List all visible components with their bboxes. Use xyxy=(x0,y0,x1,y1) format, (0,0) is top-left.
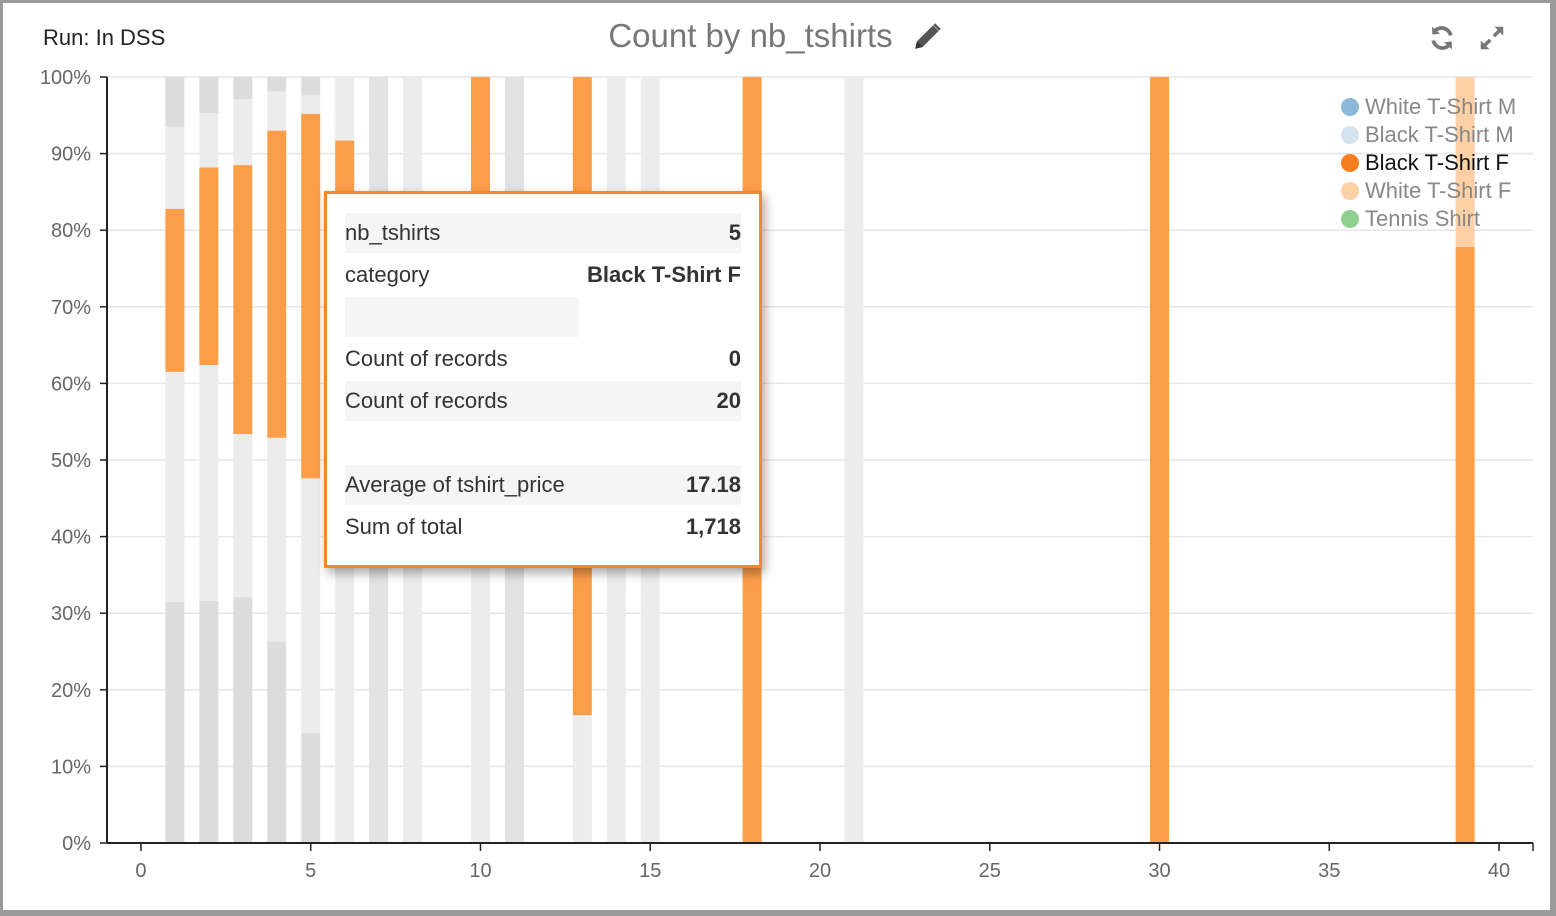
y-tick-label: 90% xyxy=(51,144,91,166)
legend-swatch xyxy=(1341,210,1359,228)
tooltip-label: Average of tshirt_price xyxy=(345,472,565,497)
bar-segment xyxy=(267,91,287,131)
expand-icon[interactable] xyxy=(1477,23,1507,53)
bar-segment xyxy=(199,365,219,601)
bar-segment xyxy=(165,208,185,372)
tooltip-row: Sum of total 1,718 xyxy=(345,507,741,547)
y-tick-label: 20% xyxy=(51,680,91,702)
y-tick-label: 0% xyxy=(62,833,91,855)
bar-segment xyxy=(199,600,219,843)
bar-segment xyxy=(1455,77,1475,248)
bar-segment xyxy=(267,641,287,843)
tooltip-label: Count of records xyxy=(345,388,508,413)
y-tick-label: 40% xyxy=(51,527,91,549)
x-tick-label: 40 xyxy=(1488,860,1510,882)
x-tick-label: 20 xyxy=(809,860,831,882)
tooltip-label: Count of records xyxy=(345,346,508,371)
tooltip-value: 5 xyxy=(728,220,741,245)
tooltip-row: Count of records 0 xyxy=(345,339,741,379)
bar-segment xyxy=(301,95,321,114)
bar-segment xyxy=(199,167,219,366)
x-tick-label: 10 xyxy=(469,860,491,882)
chart-tooltip: nb_tshirts 5 category Black T-Shirt F Co… xyxy=(324,191,762,568)
tooltip-row: category Black T-Shirt F xyxy=(345,255,741,295)
bar-segment xyxy=(233,165,253,434)
bar-segment xyxy=(233,99,253,166)
bar-segment xyxy=(165,126,185,209)
legend-item[interactable]: White T-Shirt M xyxy=(1341,93,1516,121)
chart-panel: Run: In DSS Count by nb_tshirts 0% 10% 20%… xyxy=(3,3,1550,910)
run-label: Run: In DSS xyxy=(43,25,166,50)
legend-swatch xyxy=(1341,98,1359,116)
tooltip-label: category xyxy=(345,262,430,287)
tooltip-value: 1,718 xyxy=(685,514,741,539)
tooltip-row: Average of tshirt_price 17.18 xyxy=(345,465,741,505)
bar-segment xyxy=(572,715,592,843)
y-tick-label: 100% xyxy=(40,67,91,89)
legend-swatch xyxy=(1341,154,1359,172)
legend-item[interactable]: Black T-Shirt M xyxy=(1341,121,1516,149)
y-tick-label: 70% xyxy=(51,297,91,319)
bar-segment xyxy=(165,77,185,127)
refresh-icon[interactable] xyxy=(1427,23,1457,53)
legend-label: Black T-Shirt F xyxy=(1365,150,1509,175)
tooltip-row: Count of records 20 xyxy=(345,381,741,421)
legend-swatch xyxy=(1341,182,1359,200)
legend-item[interactable]: White T-Shirt F xyxy=(1341,177,1516,205)
x-tick-label: 25 xyxy=(979,860,1001,882)
tooltip-blank-row xyxy=(345,297,579,337)
bar-segment xyxy=(301,113,321,479)
legend-item[interactable]: Tennis Shirt xyxy=(1341,205,1516,233)
legend-label: White T-Shirt M xyxy=(1365,94,1517,119)
chart-title: Count by nb_tshirts xyxy=(608,17,893,54)
bar-segment xyxy=(233,597,253,843)
bar-segment xyxy=(267,130,287,438)
tooltip-value: Black T-Shirt F xyxy=(586,262,741,287)
chart-plot: 0% 10% 20% 30% 40% 50% 60% 70% 80% 90% 100% 0 5 10 15 2… xyxy=(40,67,1534,882)
tooltip-label: nb_tshirts xyxy=(345,220,441,245)
bar-segment xyxy=(335,77,355,141)
chart-title-bar: Count by nb_tshirts xyxy=(3,17,1550,55)
y-tick-label: 60% xyxy=(51,373,91,395)
bar-segment xyxy=(1150,77,1170,843)
x-tick-label: 15 xyxy=(639,860,661,882)
legend-label: Tennis Shirt xyxy=(1365,206,1480,231)
bar-segment xyxy=(301,733,321,843)
y-tick-label: 10% xyxy=(51,756,91,778)
bar-segment xyxy=(301,478,321,734)
pencil-icon[interactable] xyxy=(911,19,945,53)
legend-label: Black T-Shirt M xyxy=(1365,122,1514,147)
legend-swatch xyxy=(1341,126,1359,144)
bar-segment xyxy=(844,77,864,843)
y-tick-label: 50% xyxy=(51,450,91,472)
bar-segment xyxy=(199,77,219,114)
bar-segment xyxy=(301,77,321,96)
legend: White T-Shirt M Black T-Shirt M Black T-… xyxy=(1341,93,1516,233)
x-tick-label: 35 xyxy=(1318,860,1340,882)
bar-segment xyxy=(267,77,287,92)
legend-item-active[interactable]: Black T-Shirt F xyxy=(1341,149,1516,177)
bar-segment xyxy=(1455,247,1475,843)
bar-segment xyxy=(233,433,253,598)
bar-segment xyxy=(267,437,287,642)
tooltip-label: Sum of total xyxy=(345,514,463,539)
tooltip-value: 20 xyxy=(716,388,741,413)
tooltip-row: nb_tshirts 5 xyxy=(345,213,741,253)
bar-segment xyxy=(233,77,253,100)
y-tick-label: 80% xyxy=(51,220,91,242)
legend-label: White T-Shirt F xyxy=(1365,178,1512,203)
bar-segment xyxy=(165,371,185,602)
x-tick-label: 0 xyxy=(135,860,146,882)
tooltip-value: 0 xyxy=(728,346,741,371)
x-tick-label: 5 xyxy=(305,860,316,882)
bar-segment xyxy=(199,113,219,168)
x-tick-label: 30 xyxy=(1148,860,1170,882)
bar-segment xyxy=(165,601,185,843)
y-tick-label: 30% xyxy=(51,603,91,625)
tooltip-value: 17.18 xyxy=(685,472,741,497)
